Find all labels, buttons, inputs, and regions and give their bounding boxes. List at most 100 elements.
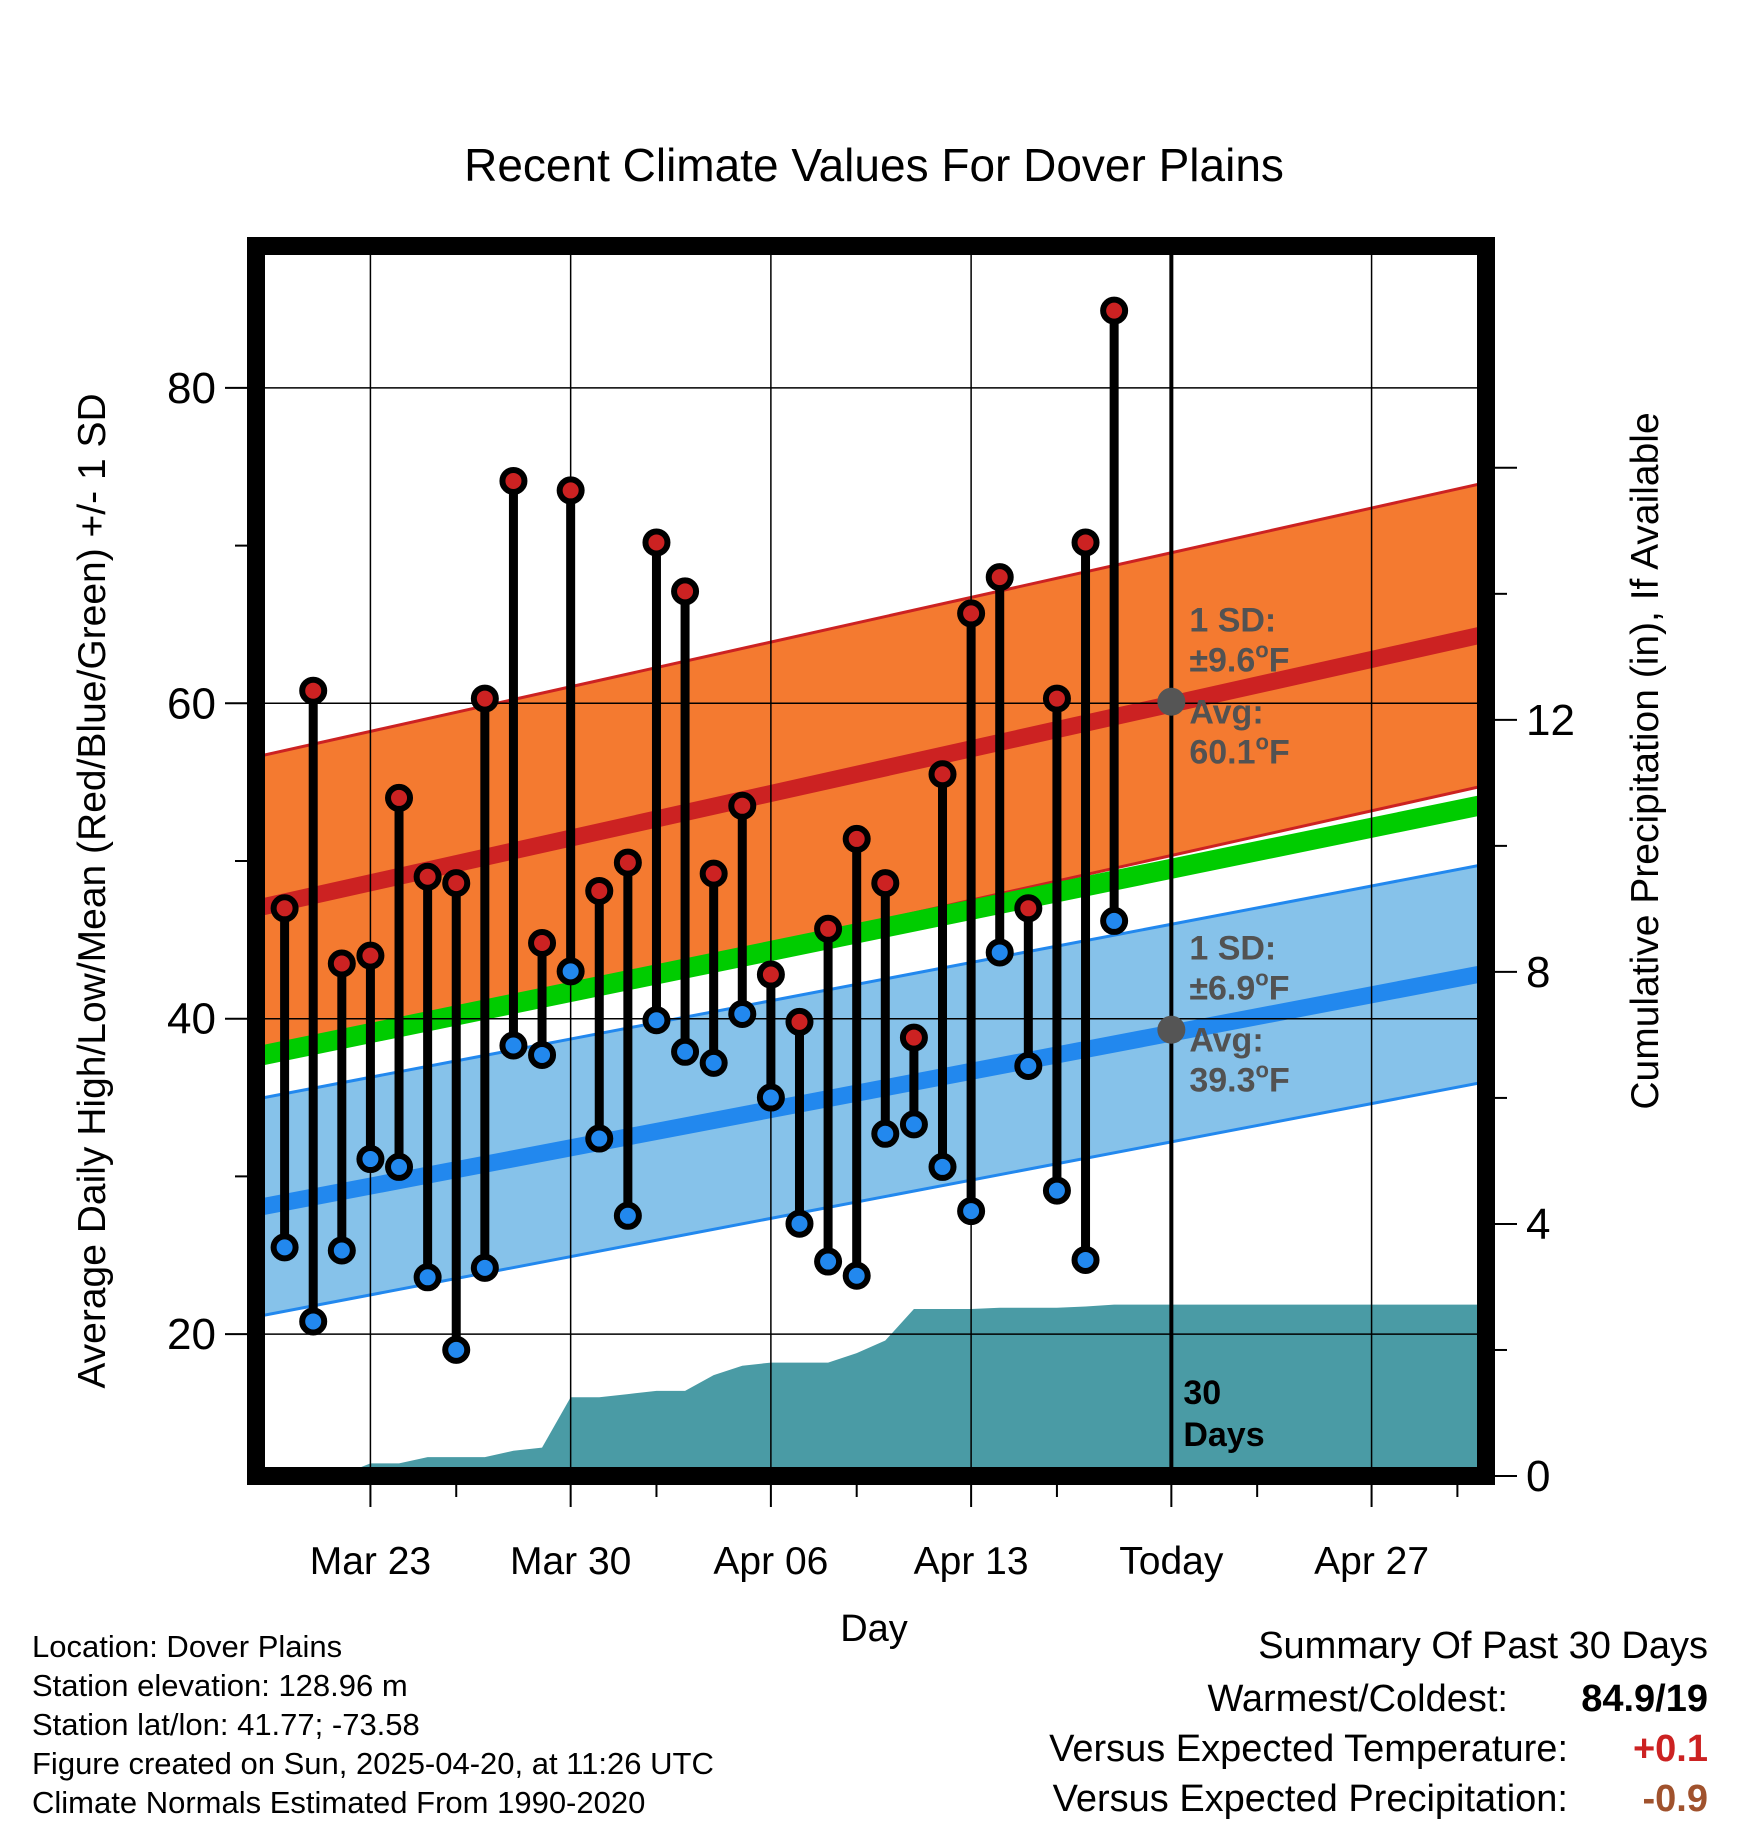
low-temp-marker [356, 1145, 385, 1174]
low-temp-marker [385, 1152, 414, 1181]
low-temp-marker [671, 1037, 700, 1066]
y2-axis-label: Cumulative Precipitation (in), If Availa… [1624, 412, 1667, 1109]
summary-warmest-label: Warmest/Coldest: [1207, 1678, 1508, 1720]
low-temp-marker [442, 1335, 471, 1364]
low-temp-marker [699, 1048, 728, 1077]
x-axis-label: Day [840, 1608, 908, 1650]
x-tick-label: Today [1119, 1540, 1224, 1583]
summary-precip-label: Versus Expected Precipitation: [1052, 1778, 1568, 1820]
period-label-number: 30 [1183, 1374, 1221, 1412]
low-temp-marker [1071, 1245, 1100, 1274]
summary-temp-label: Versus Expected Temperature: [1049, 1728, 1568, 1770]
summary-precip-value: -0.9 [1642, 1778, 1708, 1820]
annotation-sd-label: 1 SD: [1189, 930, 1276, 968]
high-temp-marker [871, 869, 900, 898]
low-temp-marker [785, 1209, 814, 1238]
today-low-normal-dot [1157, 1015, 1186, 1044]
y-tick-label: 40 [167, 995, 216, 1044]
x-tick-label: Mar 23 [310, 1540, 431, 1583]
footer-normals: Climate Normals Estimated From 1990-2020 [32, 1785, 646, 1820]
low-temp-marker [1100, 906, 1129, 935]
low-temp-marker [756, 1083, 785, 1112]
high-temp-marker [785, 1007, 814, 1036]
high-temp-marker [1100, 296, 1129, 325]
x-tick-label: Apr 27 [1314, 1540, 1429, 1583]
annotation-avg-label: Avg: [1189, 694, 1263, 732]
low-normal-line [256, 964, 1486, 1217]
low-temp-marker [842, 1261, 871, 1290]
high-temp-marker [1014, 894, 1043, 923]
high-temp-marker [814, 914, 843, 943]
high-temp-marker [985, 563, 1014, 592]
high-temp-marker [585, 876, 614, 905]
footer-latlon: Station lat/lon: 41.77; -73.58 [32, 1707, 420, 1742]
x-tick-label: Apr 06 [713, 1540, 828, 1583]
plot-area [256, 246, 1486, 1476]
high-temp-marker [299, 676, 328, 705]
high-temp-marker [413, 862, 442, 891]
plot-frame [247, 237, 1495, 1485]
high-temp-marker [499, 466, 528, 495]
high-temp-marker [842, 824, 871, 853]
high-temp-marker [899, 1023, 928, 1052]
low-temp-marker [299, 1307, 328, 1336]
y-tick-label: 60 [167, 679, 216, 728]
low-temp-marker [899, 1110, 928, 1139]
chart-title: Recent Climate Values For Dover Plains [464, 139, 1284, 191]
low-temp-marker [728, 999, 757, 1028]
high-band-upper-edge [256, 481, 1486, 759]
high-temp-marker [528, 929, 557, 957]
low-temp-marker [613, 1201, 642, 1230]
low-temp-marker [327, 1236, 356, 1265]
footer-created: Figure created on Sun, 2025-04-20, at 11… [32, 1746, 714, 1781]
low-temp-marker [585, 1124, 614, 1153]
low-temp-marker [1014, 1052, 1043, 1080]
y2-tick-label: 8 [1526, 948, 1550, 997]
annotation-avg-label: Avg: [1189, 1022, 1263, 1060]
high-temp-marker [556, 476, 585, 505]
low-temp-marker [499, 1031, 528, 1060]
high-temp-marker [270, 894, 299, 923]
high-temp-marker [442, 869, 471, 898]
high-temp-marker [671, 577, 700, 606]
low-temp-marker [528, 1040, 557, 1069]
summary-warmest-value: 84.9/19 [1581, 1678, 1708, 1720]
annotation-sd-label: 1 SD: [1189, 602, 1276, 640]
y2-tick-label: 12 [1526, 696, 1575, 745]
precipitation-area [284, 1304, 1486, 1476]
x-tick-label: Apr 13 [914, 1540, 1029, 1583]
summary-title: Summary Of Past 30 Days [1258, 1625, 1708, 1667]
annotation-avg-value: 60.1oF [1189, 730, 1289, 772]
footer-elevation: Station elevation: 128.96 m [32, 1668, 408, 1703]
high-temp-marker [356, 941, 385, 970]
high-temp-marker [728, 791, 757, 820]
mean-normal-line [256, 794, 1486, 1067]
high-temp-marker [327, 949, 356, 978]
today-high-normal-dot [1157, 687, 1186, 716]
low-temp-marker [642, 1006, 671, 1035]
high-temp-marker [385, 783, 414, 812]
low-temp-marker [928, 1152, 957, 1181]
high-temp-marker [470, 684, 499, 713]
low-temp-marker [556, 957, 585, 986]
y-axis-label: Average Daily High/Low/Mean (Red/Blue/Gr… [71, 393, 114, 1388]
high-temp-marker [642, 528, 671, 557]
y2-tick-label: 4 [1526, 1200, 1550, 1249]
y-tick-label: 20 [167, 1310, 216, 1359]
y-tick-label: 80 [167, 364, 216, 413]
low-temp-marker [957, 1197, 986, 1226]
annotation-sd-value: ±9.6oF [1189, 638, 1289, 680]
low-temp-marker [985, 938, 1014, 967]
low-band-upper-edge [256, 862, 1486, 1101]
summary-temp-value: +0.1 [1632, 1728, 1708, 1770]
high-temp-marker [613, 848, 642, 877]
high-temp-marker [1042, 684, 1071, 713]
low-band-lower-edge [256, 1080, 1486, 1319]
period-label-days: Days [1183, 1416, 1264, 1454]
high-temp-marker [1071, 528, 1100, 557]
annotation-sd-value: ±6.9oF [1189, 966, 1289, 1008]
low-temp-marker [270, 1233, 299, 1262]
low-temp-marker [413, 1263, 442, 1292]
annotation-avg-value: 39.3oF [1189, 1058, 1289, 1100]
